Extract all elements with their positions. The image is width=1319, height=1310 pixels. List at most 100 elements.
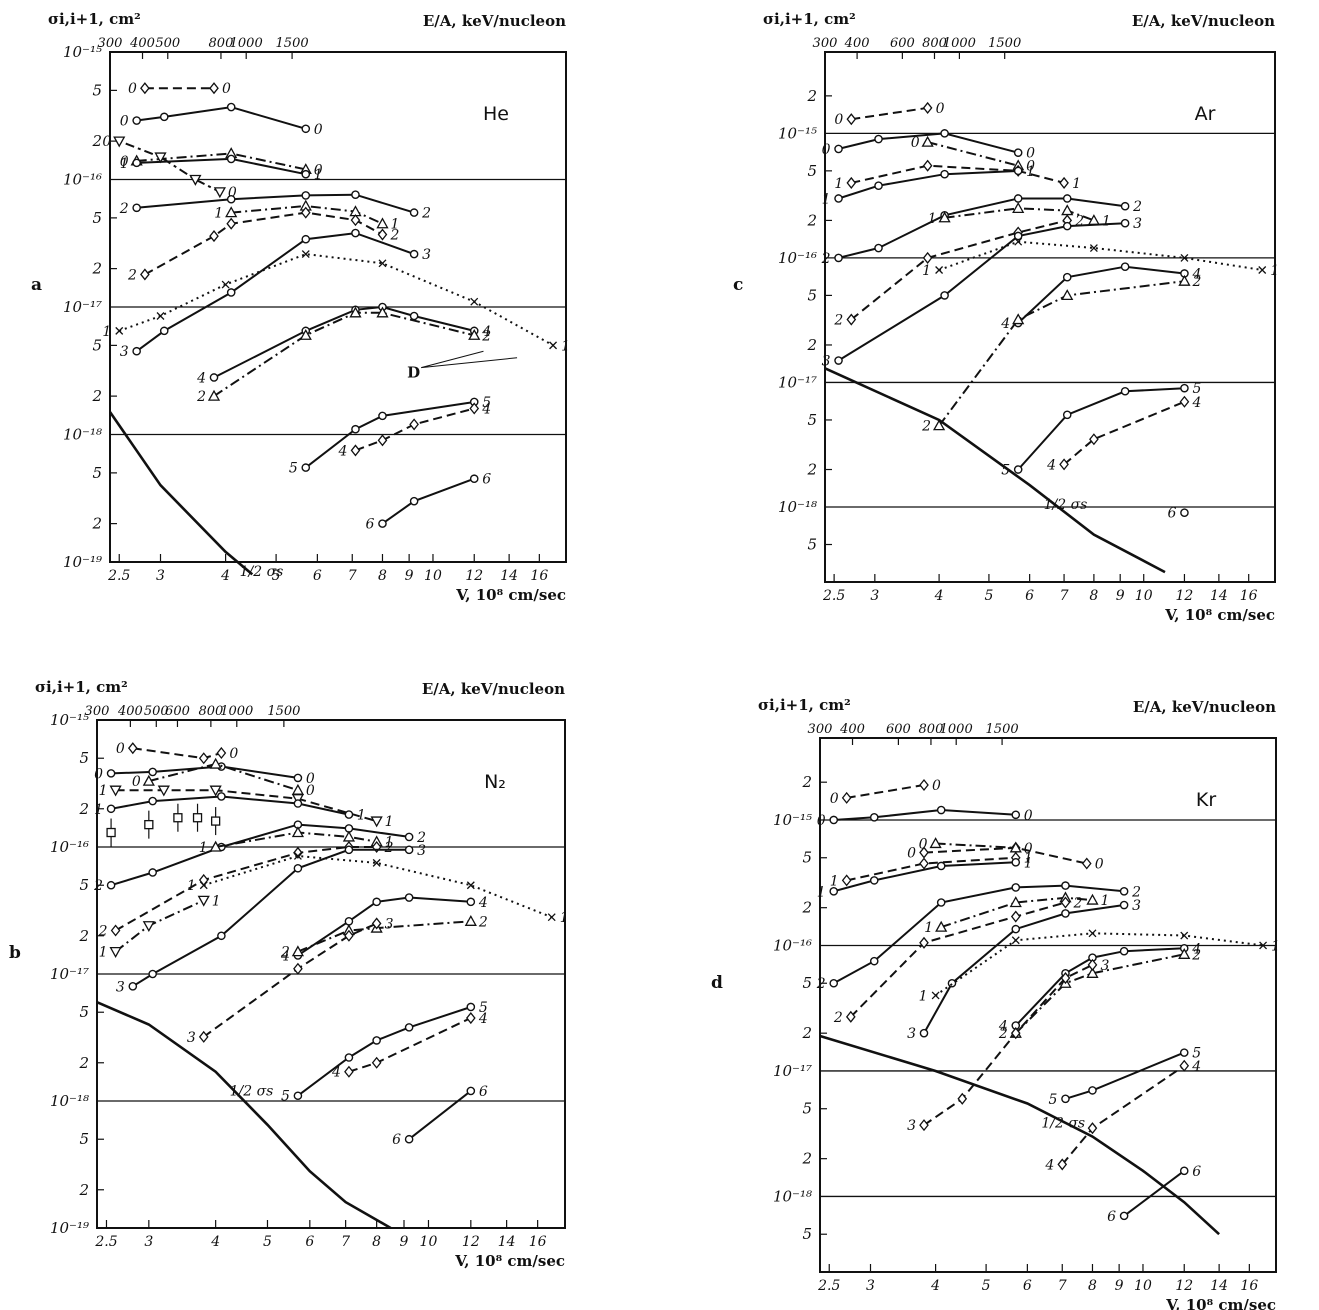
y-tick-label: 10⁻¹⁸ <box>773 1187 812 1205</box>
series-line <box>837 222 1126 362</box>
series-label: 1 <box>561 338 570 354</box>
series-label: 2 <box>127 267 137 283</box>
data-point <box>148 969 157 979</box>
data-point <box>1011 883 1021 892</box>
data-point <box>293 863 303 873</box>
series-line <box>1017 265 1185 324</box>
data-point <box>1178 274 1191 286</box>
data-point <box>209 757 222 769</box>
series-label: 4 <box>280 948 290 964</box>
data-point <box>1119 1211 1129 1221</box>
x-tick-label: 4 <box>220 568 230 584</box>
x-tick-label: 5 <box>982 1278 991 1294</box>
series-label: 4 <box>478 895 488 911</box>
series-label: 0 <box>932 778 941 794</box>
series-label: 1 <box>390 217 399 233</box>
series-label: 6 <box>1192 1164 1201 1180</box>
series-label: 1 <box>314 167 323 183</box>
series-line <box>355 407 475 452</box>
series-label: 1 <box>199 840 208 856</box>
top-tick-label: 1500 <box>988 36 1021 51</box>
series-label: 5 <box>479 1000 488 1016</box>
y-tick-label: 2 <box>806 336 817 354</box>
x-tick-label: 2.5 <box>817 1278 840 1294</box>
series-label: 1 <box>94 802 103 818</box>
data-point <box>226 102 236 112</box>
data-point <box>845 1010 856 1023</box>
data-point <box>351 424 360 434</box>
series-line <box>1063 400 1185 466</box>
series-label: 2 <box>998 1026 1008 1042</box>
data-point <box>1061 289 1074 301</box>
data-point <box>938 211 951 223</box>
x-axis-title: V, 10⁸ cm/sec <box>1164 606 1275 624</box>
series-label: 1 <box>1102 213 1111 229</box>
data-point <box>291 783 305 795</box>
series-line <box>850 219 1068 321</box>
series-label: 4 <box>1044 1157 1054 1173</box>
series-label: 6 <box>482 472 491 488</box>
y-tick-label: 10⁻¹⁶ <box>50 838 89 856</box>
data-point <box>293 846 303 859</box>
panel-label: b <box>9 943 21 963</box>
x-tick-label: 16 <box>1240 588 1258 604</box>
data-point <box>209 230 219 243</box>
x-tick-label: 6 <box>1025 588 1034 604</box>
series-label: 2 <box>1131 884 1141 900</box>
data-point <box>1012 202 1025 213</box>
data-point <box>469 402 480 415</box>
series-line <box>935 932 1264 997</box>
data-point <box>1013 194 1023 203</box>
x-tick-label: 8 <box>1088 1278 1097 1294</box>
top-tick-label: 400 <box>117 704 143 719</box>
series-label: 1 <box>102 324 111 340</box>
y-tick-label: 2 <box>801 1024 812 1042</box>
top-tick-label: 400 <box>839 722 865 737</box>
sigma-s-curve <box>819 1034 1220 1236</box>
series-label: 2 <box>833 313 843 329</box>
data-point <box>468 328 481 340</box>
series-label: 0 <box>120 114 129 130</box>
x-tick-label: 10 <box>1135 588 1153 604</box>
y-tick-label: 5 <box>802 1100 812 1118</box>
data-point <box>1179 1166 1189 1176</box>
data-point <box>226 194 236 204</box>
data-point <box>465 1011 476 1025</box>
data-point <box>547 913 556 922</box>
y-tick-label: 10⁻¹⁵ <box>778 124 817 142</box>
series-label: 0 <box>936 101 945 117</box>
y-tick-label: 5 <box>807 162 817 180</box>
data-point <box>198 873 209 887</box>
series-line <box>203 922 378 1038</box>
data-point <box>1011 936 1020 945</box>
series-label: 2 <box>119 201 129 217</box>
data-point <box>936 898 946 907</box>
y-tick-label: 5 <box>802 1225 812 1243</box>
data-point <box>109 946 122 958</box>
data-point <box>1180 508 1189 518</box>
data-point <box>1178 947 1191 959</box>
data-point <box>301 169 311 179</box>
data-point <box>132 158 141 168</box>
series-label: 1 <box>1024 855 1033 871</box>
data-point <box>841 874 852 887</box>
data-point <box>221 280 230 289</box>
series-line <box>110 823 410 887</box>
series-label: 0 <box>314 162 323 178</box>
series-label: 2 <box>98 924 108 940</box>
x-tick-label: 4 <box>930 1278 940 1294</box>
x-tick-label: 12 <box>462 1234 480 1250</box>
data-point <box>217 931 226 941</box>
series-line <box>408 1090 472 1140</box>
series-label: 1 <box>1072 176 1081 192</box>
series-label: 0 <box>132 774 141 790</box>
top-tick-label: 500 <box>155 36 180 51</box>
data-point <box>293 799 303 808</box>
y-tick-label: 2 <box>806 211 817 229</box>
top-tick-label: 1000 <box>220 704 253 719</box>
data-point <box>142 921 155 933</box>
series-label: 6 <box>1107 1209 1116 1225</box>
top-tick-label: 800 <box>922 36 947 51</box>
gas-label: Kr <box>1196 789 1216 811</box>
data-point <box>198 1030 209 1043</box>
